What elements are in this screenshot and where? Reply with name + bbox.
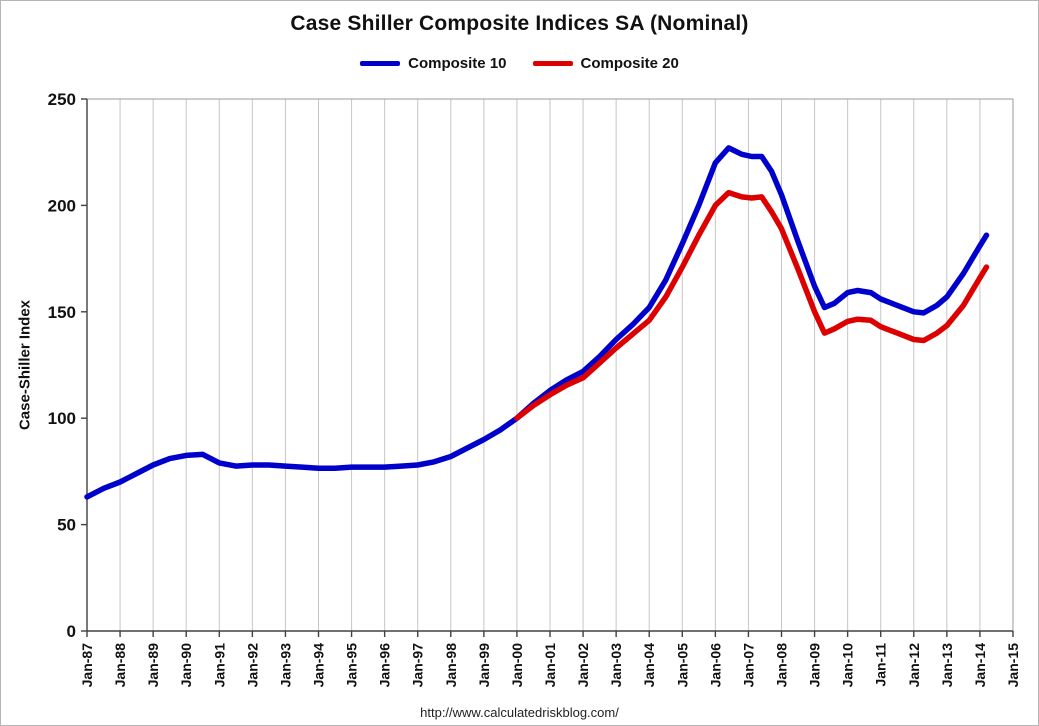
svg-text:Jan-04: Jan-04 (641, 643, 657, 688)
svg-text:Jan-02: Jan-02 (575, 643, 591, 688)
svg-text:Jan-01: Jan-01 (542, 643, 558, 688)
svg-text:Jan-97: Jan-97 (410, 643, 426, 688)
legend-item-composite-20: Composite 20 (532, 55, 679, 72)
svg-text:150: 150 (48, 303, 76, 322)
svg-text:Jan-94: Jan-94 (311, 643, 327, 688)
svg-text:0: 0 (67, 622, 76, 641)
legend-swatch-composite-20 (532, 61, 573, 66)
svg-text:Jan-98: Jan-98 (443, 643, 459, 688)
svg-text:Jan-13: Jan-13 (939, 643, 955, 688)
svg-text:Jan-00: Jan-00 (509, 643, 525, 688)
legend-swatch-composite-10 (360, 61, 401, 66)
svg-text:Jan-88: Jan-88 (112, 643, 128, 688)
svg-text:Jan-91: Jan-91 (211, 643, 227, 688)
svg-text:250: 250 (48, 90, 76, 109)
legend-item-composite-10: Composite 10 (360, 55, 507, 72)
svg-text:200: 200 (48, 196, 76, 215)
svg-text:Jan-90: Jan-90 (178, 643, 194, 688)
svg-text:Jan-96: Jan-96 (377, 643, 393, 688)
svg-text:Jan-99: Jan-99 (476, 643, 492, 688)
source-url: http://www.calculatedriskblog.com/ (420, 705, 619, 720)
svg-text:Jan-15: Jan-15 (1005, 643, 1021, 688)
svg-text:Jan-87: Jan-87 (79, 643, 95, 688)
svg-text:100: 100 (48, 409, 76, 428)
svg-text:Jan-05: Jan-05 (674, 643, 690, 688)
chart-title: Case Shiller Composite Indices SA (Nomin… (290, 12, 749, 35)
svg-text:Jan-12: Jan-12 (906, 643, 922, 688)
svg-text:Jan-09: Jan-09 (807, 643, 823, 688)
svg-text:Jan-03: Jan-03 (608, 643, 624, 688)
svg-text:50: 50 (57, 516, 76, 535)
svg-text:Jan-11: Jan-11 (873, 643, 889, 687)
svg-text:Jan-07: Jan-07 (740, 643, 756, 688)
svg-text:Jan-92: Jan-92 (244, 643, 260, 688)
svg-text:Jan-89: Jan-89 (145, 643, 161, 688)
svg-text:Jan-14: Jan-14 (972, 643, 988, 688)
svg-text:Jan-10: Jan-10 (840, 643, 856, 688)
legend-label-composite-20: Composite 20 (580, 55, 679, 72)
chart-legend: Composite 10 Composite 20 (1, 55, 1038, 72)
svg-text:Jan-08: Jan-08 (774, 643, 790, 688)
svg-text:Jan-95: Jan-95 (344, 643, 360, 688)
svg-text:Jan-93: Jan-93 (277, 643, 293, 688)
legend-label-composite-10: Composite 10 (408, 55, 507, 72)
svg-text:Jan-06: Jan-06 (707, 643, 723, 688)
